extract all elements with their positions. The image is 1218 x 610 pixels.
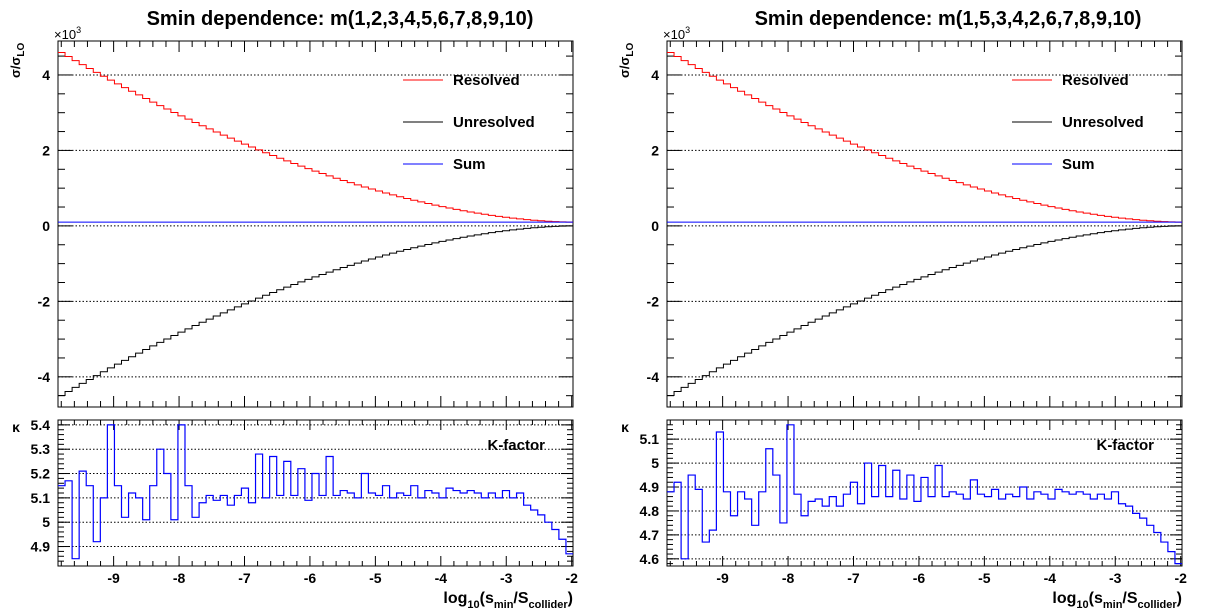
- xtick-label: -9: [107, 570, 120, 586]
- top-ylabel: σ/σLO: [617, 42, 636, 78]
- top-ytick-label: -4: [647, 369, 660, 385]
- xtick-label: -3: [500, 570, 513, 586]
- bottom-ytick-label: 4.8: [640, 503, 660, 519]
- kfactor-histogram: [58, 424, 573, 560]
- bottom-ytick-label: 4.6: [640, 551, 660, 567]
- bottom-ytick-label: 5: [42, 514, 50, 530]
- exponent-power: 3: [76, 25, 81, 35]
- bottom-ytick-label: 5.3: [31, 441, 51, 457]
- xtick-label: -8: [173, 570, 186, 586]
- series-resolved-line: [58, 51, 573, 223]
- xtick-label: -5: [978, 570, 991, 586]
- top-ytick-label: -4: [38, 369, 51, 385]
- bottom-ytick-label: 5.1: [31, 490, 51, 506]
- top-ylabel-sub: LO: [16, 42, 27, 56]
- x-axis-label-part: (s: [480, 590, 494, 607]
- x-axis-label-part: (s: [1089, 590, 1103, 607]
- exponent-base: ×10: [663, 27, 685, 42]
- bottom-ytick-label: 4.9: [640, 479, 660, 495]
- bottom-plot-frame: [666, 419, 1183, 567]
- x-axis-label-sub: collider: [1138, 599, 1178, 610]
- top-ytick-label: -2: [647, 293, 660, 309]
- bottom-ytick-label: 5.4: [31, 417, 51, 433]
- bottom-ylabel: κ: [621, 419, 629, 435]
- top-plot-frame: [666, 40, 1183, 408]
- series-unresolved-line: [58, 225, 573, 397]
- x-axis-label-part: /S: [513, 590, 528, 607]
- legend-label-sum: Sum: [453, 156, 486, 173]
- x-axis-label-sub: collider: [529, 599, 569, 610]
- series-unresolved-line: [667, 225, 1182, 397]
- chart-title: Smin dependence: m(1,2,3,4,5,6,7,8,9,10): [147, 8, 534, 30]
- bottom-ytick-label: 4.7: [640, 527, 660, 543]
- series-resolved-line: [667, 51, 1182, 223]
- xtick-label: -4: [1044, 570, 1057, 586]
- legend-label-unresolved: Unresolved: [453, 114, 535, 131]
- bottom-ytick-label: 5: [651, 455, 659, 471]
- x-axis-label-part: /S: [1122, 590, 1137, 607]
- legend-label-sum: Sum: [1062, 156, 1095, 173]
- top-plot-frame: [57, 40, 574, 408]
- x-axis-label-sub: 10: [467, 599, 479, 610]
- exponent-base: ×10: [54, 27, 76, 42]
- bottom-ylabel: κ: [12, 419, 20, 435]
- top-ytick-label: 2: [42, 142, 50, 158]
- x-axis-label: log10(smin/Scollider): [1052, 590, 1182, 610]
- bottom-ytick-label: 4.9: [31, 539, 51, 555]
- x-axis-label: log10(smin/Scollider): [443, 590, 573, 610]
- top-ytick-label: 0: [42, 218, 50, 234]
- bottom-ytick-label: 5.1: [640, 431, 660, 447]
- x-axis-label-sub: min: [1103, 599, 1123, 610]
- top-ylabel-main: σ/σ: [8, 56, 23, 78]
- chart-title: Smin dependence: m(1,5,3,4,2,6,7,8,9,10): [755, 8, 1142, 30]
- x-axis-label-part: ): [1177, 590, 1182, 607]
- top-ytick-label: 4: [42, 67, 50, 83]
- top-ytick-label: 4: [651, 67, 659, 83]
- xtick-label: -5: [369, 570, 382, 586]
- xtick-label: -2: [1174, 570, 1187, 586]
- kfactor-legend-label: K-factor: [487, 437, 545, 454]
- bottom-ytick-label: 5.2: [31, 466, 51, 482]
- legend-label-unresolved: Unresolved: [1062, 114, 1144, 131]
- x-axis-label-part: ): [568, 590, 573, 607]
- chart-panel-2: Smin dependence: m(1,5,3,4,2,6,7,8,9,10)…: [617, 8, 1187, 610]
- top-ytick-label: 0: [651, 218, 659, 234]
- xtick-label: -6: [304, 570, 317, 586]
- xtick-label: -9: [716, 570, 729, 586]
- chart-panel-1: Smin dependence: m(1,2,3,4,5,6,7,8,9,10)…: [8, 8, 578, 610]
- x-axis-label-part: log: [1052, 590, 1076, 607]
- top-ylabel-main: σ/σ: [617, 56, 632, 78]
- xtick-label: -8: [782, 570, 795, 586]
- xtick-label: -7: [238, 570, 251, 586]
- kfactor-histogram: [667, 424, 1182, 565]
- x-axis-label-part: log: [443, 590, 467, 607]
- legend-label-resolved: Resolved: [1062, 72, 1129, 89]
- exponent-label: ×103: [663, 25, 690, 42]
- xtick-label: -2: [565, 570, 578, 586]
- x-axis-label-sub: 10: [1076, 599, 1088, 610]
- xtick-label: -4: [435, 570, 448, 586]
- xtick-label: -7: [847, 570, 860, 586]
- top-ytick-label: -2: [38, 293, 51, 309]
- exponent-power: 3: [685, 25, 690, 35]
- x-axis-label-sub: min: [494, 599, 514, 610]
- exponent-label: ×103: [54, 25, 81, 42]
- top-ylabel-sub: LO: [625, 42, 636, 56]
- xtick-label: -6: [913, 570, 926, 586]
- kfactor-legend-label: K-factor: [1096, 437, 1154, 454]
- xtick-label: -3: [1109, 570, 1122, 586]
- top-ytick-label: 2: [651, 142, 659, 158]
- legend-label-resolved: Resolved: [453, 72, 520, 89]
- top-ylabel: σ/σLO: [8, 42, 27, 78]
